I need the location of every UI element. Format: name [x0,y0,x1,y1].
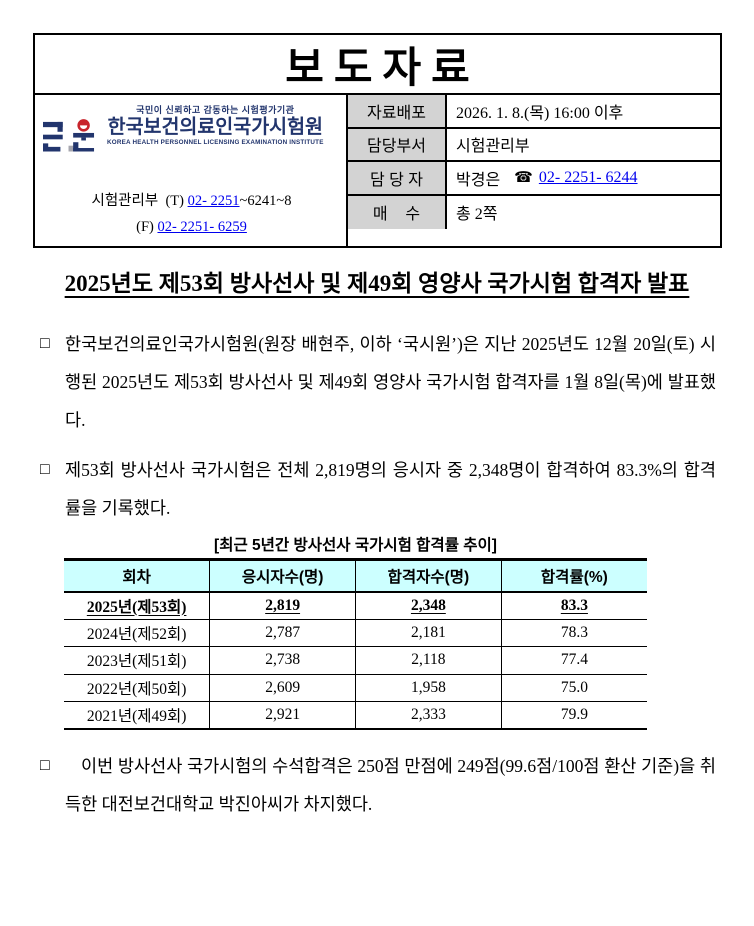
tel-suffix: ~6241~8 [239,193,292,209]
org-name-korean: 한국보건의료인국가시험원 [107,116,323,138]
info-row-pages: 매 수 총 2쪽 [348,195,720,229]
table-cell: 2,118 [355,646,502,675]
square-bullet-icon: □ [40,461,50,478]
contact-dept: 시험관리부 [91,193,159,209]
fax-label: (F) [136,219,154,235]
article-title: 2025년도 제53회 방사선사 및 제49회 영양사 국가시험 합격자 발표 [64,271,690,296]
header-cell-round: 회차 [64,559,211,593]
org-tagline: 국민이 신뢰하고 감동하는 시험평가기관 [136,105,295,115]
table-cell: 2023년(제51회) [64,646,211,675]
info-label: 담당부서 [348,128,447,160]
table-cell: 2021년(제49회) [64,701,211,729]
paragraph-pass-rate: □ 제53회 방사선사 국가시험은 전체 2,819명의 응시자 중 2,348명… [38,451,716,527]
table-cell: 1,958 [355,674,502,702]
paragraph-announcement: □ 한국보건의료인국가시험원(원장 배현주, 이하 ‘국시원’)은 지난 2025… [38,325,716,439]
table-cell: 83.3 [501,591,647,620]
paragraph-text: 이번 방사선사 국가시험의 수석합격은 250점 만점에 249점(99.6점/… [65,756,716,814]
table-cell: 79.9 [560,706,588,723]
info-row-distribution: 자료배포 2026. 1. 8.(목) 16:00 이후 [348,95,720,129]
info-row-manager: 담 당 자 박경은 ☎ 02- 2251- 6244 [348,162,720,196]
table-cell: 2,333 [355,701,502,729]
info-value: 시험관리부 [456,138,530,156]
header-cell-passers: 합격자수(명) [355,559,502,593]
table-row-2021: 2021년(제49회) 2,921 2,333 79.9 [64,701,647,729]
table-row-2023: 2023년(제51회) 2,738 2,118 77.4 [64,646,647,675]
table-cell: 2,819 [209,591,356,620]
info-label: 매 수 [348,195,447,229]
info-row-department: 담당부서 시험관리부 [348,128,720,162]
fax-link[interactable]: 02- 2251- 6259 [157,219,247,235]
square-bullet-icon: □ [40,335,50,352]
tel-label: (T) [165,193,184,209]
table-cell: 2,348 [355,591,502,620]
table-cell: 2,738 [209,646,356,675]
table-cell: 2022년(제50회) [64,674,211,702]
press-release-box: 보도자료 [33,33,722,248]
table-cell: 2024년(제52회) [64,619,211,647]
info-label: 담 당 자 [348,162,447,194]
paragraph-top-scorer: □ 이번 방사선사 국가시험의 수석합격은 250점 만점에 249점(99.6점… [38,747,716,823]
contact-tel-line: 시험관리부 (T) 02- 2251~6241~8 [43,188,340,214]
press-release-title: 보도자료 [285,43,480,91]
header-cell-applicants: 응시자수(명) [209,559,356,593]
table-cell: 2,181 [355,619,502,647]
table-cell: 77.4 [501,646,647,675]
org-name-english: KOREA HEALTH PERSONNEL LICENSING EXAMINA… [107,139,324,146]
manager-name: 박경은 [456,171,501,189]
paragraph-text: 한국보건의료인국가시험원(원장 배현주, 이하 ‘국시원’)은 지난 2025년… [65,334,716,430]
organization-cell: 국민이 신뢰하고 감동하는 시험평가기관 한국보건의료인국가시험원 KOREA … [35,95,346,246]
paragraph-text: 제53회 방사선사 국가시험은 전체 2,819명의 응시자 중 2,348명이… [65,460,716,518]
table-row-2022: 2022년(제50회) 2,609 1,958 75.0 [64,674,647,702]
info-value: 박경은 ☎ 02- 2251- 6244 [447,162,720,194]
contact-fax-line: (F) 02- 2251- 6259 [43,214,340,240]
info-label: 자료배포 [348,95,447,127]
gukshiwon-logo-icon [43,107,105,172]
table-row-2025: 2025년(제53회) 2,819 2,348 83.3 [64,591,647,620]
results-header-row: 회차 응시자수(명) 합격자수(명) 합격률(%) [64,559,647,593]
square-bullet-icon: □ [40,757,50,774]
manager-phone-link[interactable]: 02- 2251- 6244 [538,168,638,186]
logo-gray-square [68,145,75,152]
table-row-2024: 2024년(제52회) 2,787 2,181 78.3 [64,619,647,647]
table-cell: 2,921 [209,701,356,729]
info-value: 2026. 1. 8.(목) 16:00 이후 [456,104,624,122]
tel-link[interactable]: 02- 2251 [187,193,240,209]
press-info-table: 자료배포 2026. 1. 8.(목) 16:00 이후 담당부서 시험관리부 … [346,95,720,246]
table-cell: 78.3 [501,619,647,647]
header-cell-rate: 합격률(%) [501,559,647,593]
info-value: 총 2쪽 [456,206,498,224]
table-cell: 2,609 [209,674,356,702]
table-cell: 75.0 [501,674,647,702]
table-cell: 2025년(제53회) [64,591,211,620]
table-cell: 2,787 [209,619,356,647]
org-contact-block: 시험관리부 (T) 02- 2251~6241~8 (F) 02- 2251- … [43,188,340,240]
results-table-caption: [최근 5년간 방사선사 국가시험 합격률 추이] [214,537,497,554]
phone-icon: ☎ [514,170,533,187]
results-table: 회차 응시자수(명) 합격자수(명) 합격률(%) 2025년(제53회) 2,… [64,558,647,730]
article-body: 2025년도 제53회 방사선사 및 제49회 영양사 국가시험 합격자 발표 … [38,263,716,823]
press-title-row: 보도자료 [35,35,720,95]
